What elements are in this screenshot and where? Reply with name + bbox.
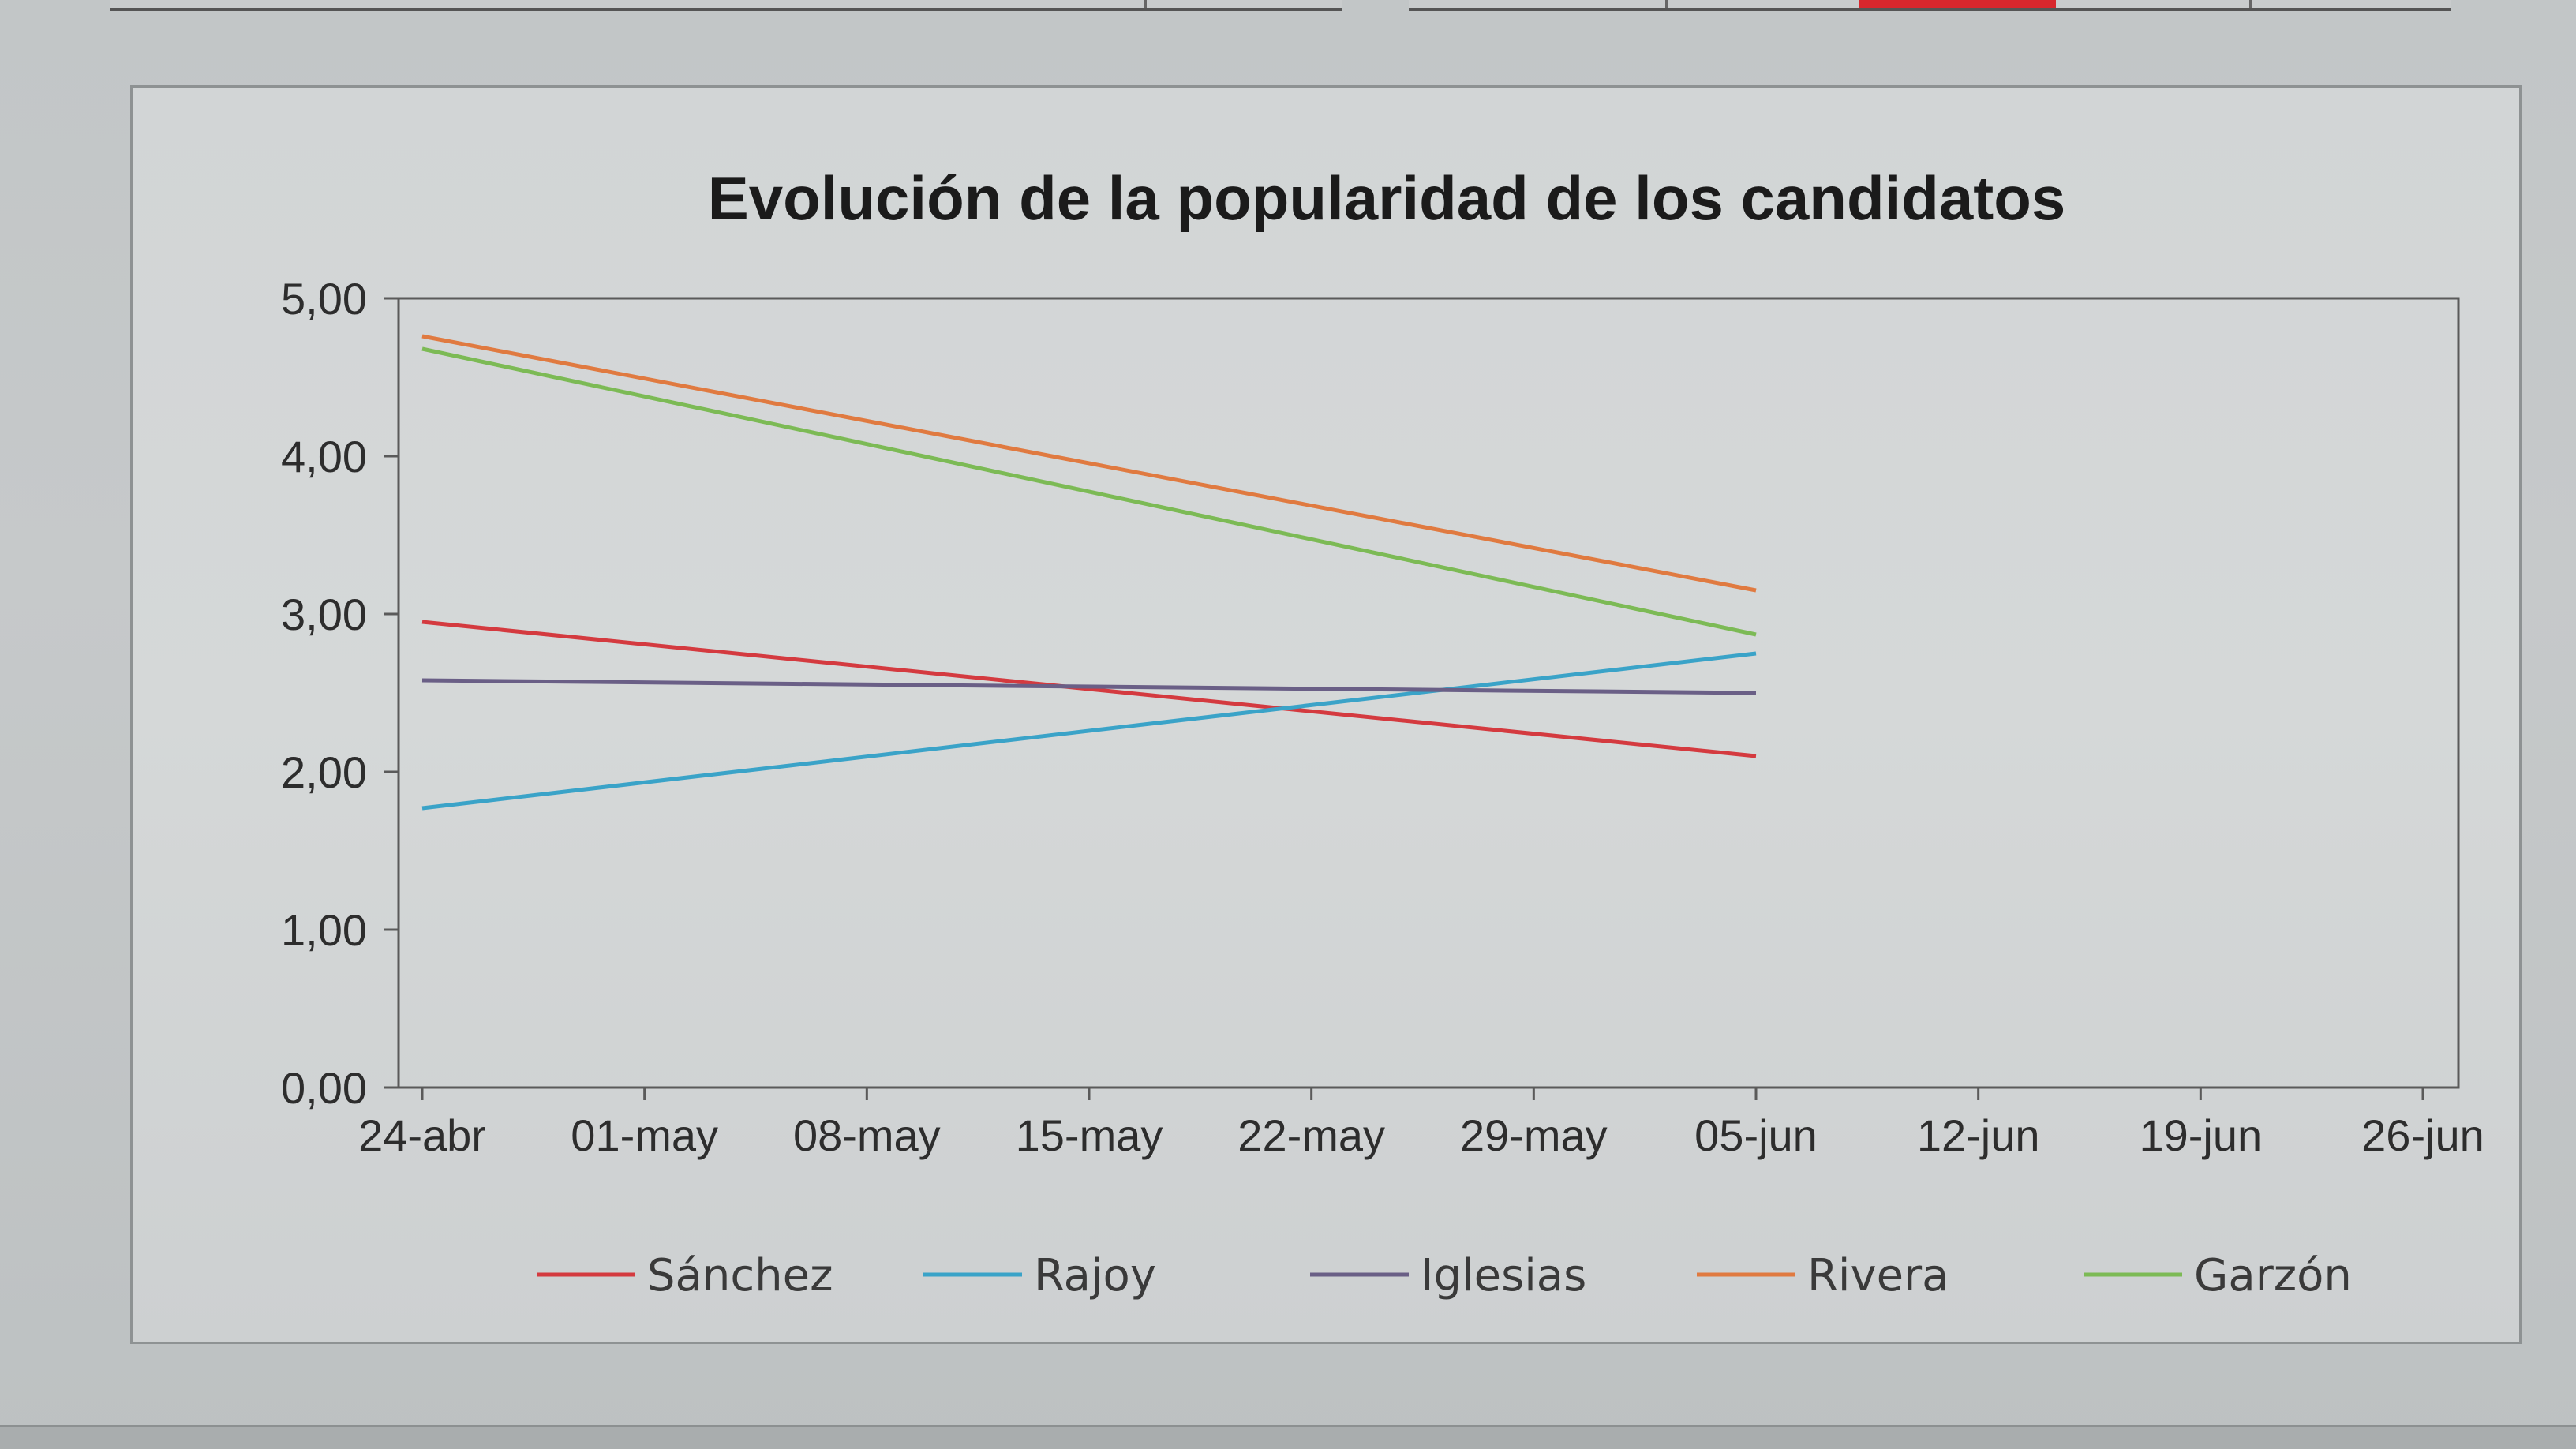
y-tick-label: 2,00: [281, 747, 367, 797]
legend-label-sanchez: Sánchez: [647, 1250, 833, 1301]
y-tick-label: 0,00: [281, 1063, 367, 1113]
x-tick-label: 15-may: [1016, 1110, 1163, 1160]
x-tick-label: 26-jun: [2361, 1110, 2484, 1160]
series-line-sanchez[interactable]: [421, 620, 1757, 758]
spreadsheet-highlighted-cell[interactable]: [1859, 0, 2056, 11]
legend: Sánchez Rajoy Iglesias Rivera Garzón: [537, 1250, 2352, 1301]
y-tick-label: 4,00: [281, 432, 367, 481]
series-line-garzon[interactable]: [421, 346, 1757, 637]
x-tick-label: 05-jun: [1694, 1110, 1818, 1160]
x-tick-label: 29-may: [1460, 1110, 1608, 1160]
x-tick-label: 19-jun: [2139, 1110, 2262, 1160]
legend-label-iglesias: Iglesias: [1421, 1250, 1586, 1301]
series-line-rivera[interactable]: [421, 334, 1757, 593]
x-tick-label: 01-may: [571, 1110, 718, 1160]
y-axis: 0,00 1,00 2,00 3,00 4,00 5,00: [281, 274, 400, 1113]
chart-title: Evolución de la popularidad de los candi…: [708, 163, 2066, 233]
spreadsheet-cell-row-left[interactable]: [110, 0, 1342, 11]
x-tick-label: 08-may: [793, 1110, 941, 1160]
window-bottom-edge: [0, 1425, 2576, 1449]
x-tick-label: 22-may: [1237, 1110, 1385, 1160]
legend-label-garzon: Garzón: [2194, 1250, 2352, 1301]
spreadsheet-cell-divider: [1665, 0, 1668, 8]
y-tick-label: 1,00: [281, 905, 367, 955]
spreadsheet-cell-divider: [1144, 0, 1147, 8]
x-tick-label: 12-jun: [1917, 1110, 2040, 1160]
y-tick-label: 3,00: [281, 590, 367, 639]
spreadsheet-cell-divider: [2249, 0, 2252, 8]
legend-label-rivera: Rivera: [1807, 1250, 1949, 1301]
x-axis: 24-abr 01-may 08-may 15-may 22-may 29-may 05-j…: [358, 1088, 2484, 1160]
y-tick-label: 5,00: [281, 274, 367, 324]
series-line-rajoy[interactable]: [421, 651, 1757, 811]
series-lines: [421, 334, 1757, 811]
series-line-iglesias[interactable]: [421, 678, 1757, 695]
legend-label-rajoy: Rajoy: [1034, 1250, 1156, 1301]
x-tick-label: 24-abr: [358, 1110, 486, 1160]
